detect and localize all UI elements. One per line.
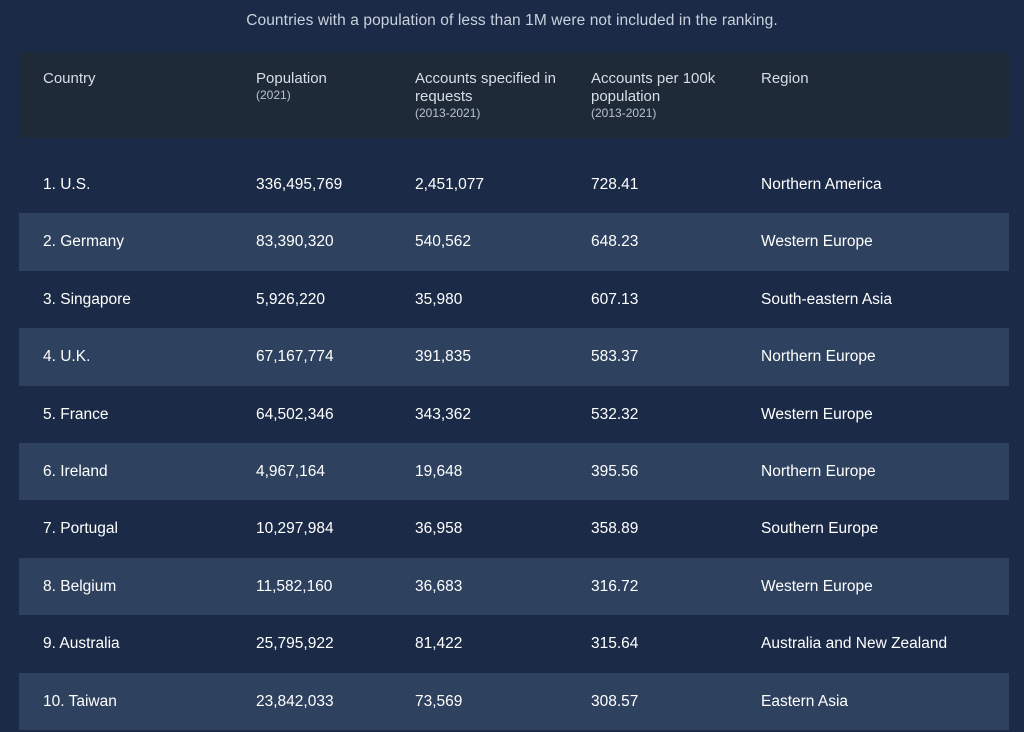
- header-per100k-sub: (2013-2021): [591, 106, 657, 120]
- cell-per100k: 728.41: [591, 176, 639, 193]
- cell-population: 336,495,769: [256, 176, 343, 193]
- table-row: 9. Australia 25,795,922 81,422 315.64 Austra…: [19, 615, 1009, 672]
- header-population-sub: (2021): [256, 88, 291, 102]
- table-row: 4. U.K. 67,167,774 391,835 583.37 Northern E…: [19, 328, 1009, 386]
- table-row: 2. Germany 83,390,320 540,562 648.23 Western…: [19, 213, 1009, 271]
- header-per100k: Accounts per 100k population (2013-2021): [591, 70, 741, 120]
- header-accounts: Accounts specified in requests (2013-202…: [415, 70, 565, 120]
- header-country: Country: [43, 70, 96, 88]
- cell-region: Eastern Asia: [761, 692, 849, 710]
- cell-region: Northern Europe: [761, 462, 876, 480]
- cell-population: 64,502,346: [256, 405, 334, 423]
- cell-region: Australia and New Zealand: [761, 635, 948, 653]
- table-row: 7. Portugal 10,297,984 36,958 358.89 Souther…: [19, 500, 1009, 557]
- cell-region: Western Europe: [761, 577, 873, 595]
- header-region-label: Region: [761, 70, 809, 87]
- cell-region: Southern Europe: [761, 520, 879, 538]
- cell-region: South-eastern Asia: [761, 290, 892, 308]
- cell-accounts: 540,562: [415, 233, 472, 251]
- cell-country: 7. Portugal: [43, 520, 118, 538]
- header-population: Population (2021): [256, 70, 327, 102]
- cell-population: 11,582,160: [256, 577, 333, 595]
- cell-country: 9. Australia: [43, 635, 120, 653]
- header-spacer: [19, 138, 1009, 156]
- ranking-table: Country Population (2021) Accounts speci…: [19, 52, 1009, 730]
- cell-per100k: 607.13: [591, 290, 639, 308]
- table-row: 6. Ireland 4,967,164 19,648 395.56 Northern …: [19, 442, 1009, 501]
- cell-region: Western Europe: [761, 405, 873, 423]
- table-header: Country Population (2021) Accounts speci…: [19, 52, 1009, 138]
- cell-country: 6. Ireland: [43, 462, 108, 480]
- cell-accounts: 343,362: [415, 405, 472, 423]
- table-row: 5. France 64,502,346 343,362 532.32 Western …: [19, 386, 1009, 443]
- cell-per100k: 316.72: [591, 577, 639, 595]
- cell-population: 10,297,984: [256, 520, 334, 538]
- cell-per100k: 358.89: [591, 520, 639, 538]
- cell-accounts: 391,835: [415, 348, 472, 366]
- cell-country: 8. Belgium: [43, 577, 117, 595]
- cell-per100k: 648.23: [591, 233, 639, 251]
- cell-region: Northern America: [761, 176, 882, 193]
- cell-accounts: 19,648: [415, 462, 463, 480]
- table-note: Countries with a population of less than…: [246, 12, 778, 29]
- cell-region: Western Europe: [761, 233, 873, 251]
- cell-region: Northern Europe: [761, 348, 876, 366]
- cell-accounts: 35,980: [415, 290, 463, 308]
- header-accounts-sub: (2013-2021): [415, 106, 481, 120]
- cell-per100k: 395.56: [591, 462, 639, 480]
- cell-per100k: 315.64: [591, 635, 639, 653]
- header-population-label: Population: [256, 70, 327, 87]
- cell-country: 4. U.K.: [43, 348, 91, 366]
- cell-accounts: 73,569: [415, 692, 463, 710]
- cell-population: 5,926,220: [256, 290, 325, 308]
- table-row: 10. Taiwan 23,842,033 73,569 308.57 Eastern …: [19, 672, 1009, 730]
- cell-accounts: 36,683: [415, 577, 463, 595]
- table-body: 1. U.S. 336,495,769 2,451,077 728.41 Norther…: [19, 156, 1009, 730]
- header-region: Region: [761, 70, 809, 88]
- cell-per100k: 308.57: [591, 692, 639, 710]
- cell-country: 1. U.S.: [43, 176, 91, 193]
- cell-country: 2. Germany: [43, 233, 124, 251]
- table-row: 8. Belgium 11,582,160 36,683 316.72 Western …: [19, 557, 1009, 616]
- cell-country: 3. Singapore: [43, 290, 131, 308]
- cell-population: 23,842,033: [256, 692, 334, 710]
- cell-population: 83,390,320: [256, 233, 334, 251]
- table-row: 1. U.S. 336,495,769 2,451,077 728.41 Norther…: [19, 156, 1009, 213]
- header-country-label: Country: [43, 70, 96, 87]
- header-accounts-label: Accounts specified in requests: [415, 70, 556, 105]
- cell-per100k: 532.32: [591, 405, 639, 423]
- cell-per100k: 583.37: [591, 348, 639, 366]
- cell-accounts: 81,422: [415, 635, 463, 653]
- cell-population: 25,795,922: [256, 635, 334, 653]
- cell-country: 5. France: [43, 405, 109, 423]
- cell-country: 10. Taiwan: [43, 692, 117, 710]
- cell-accounts: 2,451,077: [415, 176, 484, 193]
- cell-population: 67,167,774: [256, 348, 334, 366]
- header-per100k-label: Accounts per 100k population: [591, 70, 716, 105]
- table-row: 3. Singapore 5,926,220 35,980 607.13 South-e…: [19, 271, 1009, 328]
- cell-population: 4,967,164: [256, 462, 325, 480]
- cell-accounts: 36,958: [415, 520, 463, 538]
